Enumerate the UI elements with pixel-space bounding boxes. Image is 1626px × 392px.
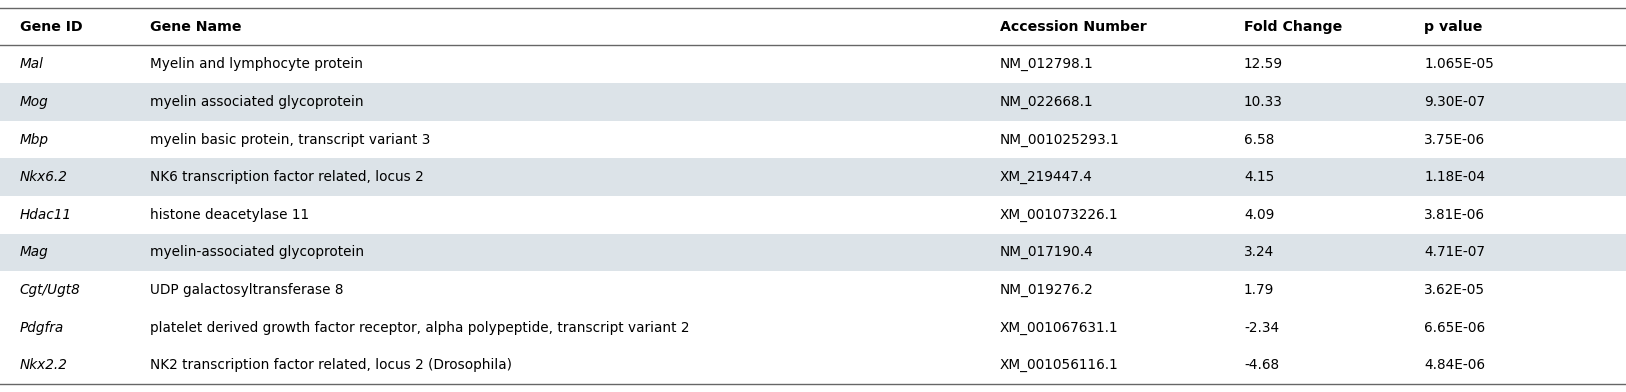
Text: 10.33: 10.33 [1244,95,1283,109]
Text: Mag: Mag [20,245,49,260]
Bar [0,309,1626,347]
Text: NM_022668.1: NM_022668.1 [1000,95,1094,109]
Text: NM_017190.4: NM_017190.4 [1000,245,1094,260]
Text: Myelin and lymphocyte protein: Myelin and lymphocyte protein [150,57,363,71]
Text: histone deacetylase 11: histone deacetylase 11 [150,208,309,222]
Text: Hdac11: Hdac11 [20,208,72,222]
Text: 3.81E-06: 3.81E-06 [1424,208,1486,222]
Text: XM_001067631.1: XM_001067631.1 [1000,321,1119,335]
Text: NM_001025293.1: NM_001025293.1 [1000,132,1120,147]
Text: NK6 transcription factor related, locus 2: NK6 transcription factor related, locus … [150,170,423,184]
Bar [0,347,1626,384]
Bar [0,8,1626,45]
Text: myelin associated glycoprotein: myelin associated glycoprotein [150,95,363,109]
Text: 3.62E-05: 3.62E-05 [1424,283,1486,297]
Text: Fold Change: Fold Change [1244,20,1341,34]
Text: 1.065E-05: 1.065E-05 [1424,57,1494,71]
Text: myelin basic protein, transcript variant 3: myelin basic protein, transcript variant… [150,132,429,147]
Text: 1.18E-04: 1.18E-04 [1424,170,1486,184]
Text: myelin-associated glycoprotein: myelin-associated glycoprotein [150,245,364,260]
Bar [0,83,1626,121]
Text: Mog: Mog [20,95,49,109]
Text: 6.58: 6.58 [1244,132,1275,147]
Text: Mal: Mal [20,57,44,71]
Text: p value: p value [1424,20,1483,34]
Bar [0,45,1626,83]
Bar [0,158,1626,196]
Text: 4.71E-07: 4.71E-07 [1424,245,1486,260]
Text: 6.65E-06: 6.65E-06 [1424,321,1486,335]
Text: Mbp: Mbp [20,132,49,147]
Text: Nkx2.2: Nkx2.2 [20,358,67,372]
Text: -4.68: -4.68 [1244,358,1280,372]
Bar [0,271,1626,309]
Text: Cgt/Ugt8: Cgt/Ugt8 [20,283,80,297]
Text: 1.79: 1.79 [1244,283,1275,297]
Text: Gene Name: Gene Name [150,20,241,34]
Text: Accession Number: Accession Number [1000,20,1146,34]
Text: 9.30E-07: 9.30E-07 [1424,95,1486,109]
Text: 12.59: 12.59 [1244,57,1283,71]
Text: NK2 transcription factor related, locus 2 (Drosophila): NK2 transcription factor related, locus … [150,358,512,372]
Text: 3.75E-06: 3.75E-06 [1424,132,1486,147]
Text: Pdgfra: Pdgfra [20,321,63,335]
Bar [0,234,1626,271]
Text: XM_001073226.1: XM_001073226.1 [1000,208,1119,222]
Text: 4.15: 4.15 [1244,170,1275,184]
Text: 4.09: 4.09 [1244,208,1275,222]
Text: NM_012798.1: NM_012798.1 [1000,57,1094,71]
Text: Gene ID: Gene ID [20,20,83,34]
Text: platelet derived growth factor receptor, alpha polypeptide, transcript variant 2: platelet derived growth factor receptor,… [150,321,689,335]
Text: 3.24: 3.24 [1244,245,1275,260]
Text: XM_219447.4: XM_219447.4 [1000,170,1093,184]
Text: -2.34: -2.34 [1244,321,1280,335]
Bar [0,196,1626,234]
Text: UDP galactosyltransferase 8: UDP galactosyltransferase 8 [150,283,343,297]
Text: 4.84E-06: 4.84E-06 [1424,358,1486,372]
Text: NM_019276.2: NM_019276.2 [1000,283,1094,297]
Text: XM_001056116.1: XM_001056116.1 [1000,358,1119,372]
Bar [0,121,1626,158]
Text: Nkx6.2: Nkx6.2 [20,170,67,184]
